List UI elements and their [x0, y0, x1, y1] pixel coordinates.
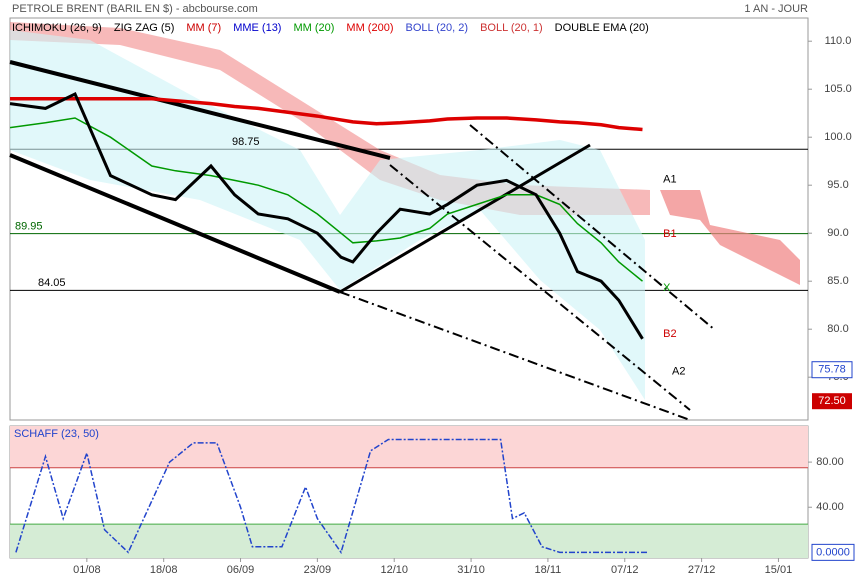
legend-entry: BOLL (20, 1) [480, 22, 543, 34]
channel-line [389, 164, 691, 411]
trend-line [9, 153, 341, 294]
x-tick-label: 01/08 [73, 564, 101, 576]
trend-line [9, 60, 391, 160]
channel-line [469, 124, 716, 331]
chart-title: PETROLE BRENT (BARIL EN $) - abcbourse.c… [12, 3, 258, 15]
schaff-line [15, 438, 649, 555]
y-tick-label: 85.0 [827, 275, 848, 287]
x-tick-label: 23/09 [304, 564, 332, 576]
level-label: 84.05 [38, 277, 66, 289]
y-tick-label: 95.0 [827, 179, 848, 191]
period: 1 AN - JOUR [744, 3, 808, 15]
wave-label: A2 [672, 365, 685, 377]
price-box [811, 361, 853, 379]
legend-entry: MM (200) [346, 22, 393, 34]
x-tick-label: 18/11 [535, 564, 562, 576]
channel-line [339, 291, 691, 421]
legend-entry: BOLL (20, 2) [405, 22, 468, 34]
y-tick-label: 90.0 [827, 227, 848, 239]
target-label: 72.50 [818, 395, 846, 407]
legend-entry: DOUBLE EMA (20) [555, 22, 649, 34]
wave-label: B2 [663, 328, 676, 340]
ichimoku-cloud-future [660, 190, 800, 285]
legend-entry: ZIG ZAG (5) [114, 22, 175, 34]
legend-entry: MM (7) [186, 22, 221, 34]
x-tick-label: 27/12 [688, 564, 716, 576]
value-box [811, 543, 855, 561]
y-tick-label: 80.00 [816, 456, 844, 468]
y-tick-label: 100.0 [824, 131, 852, 143]
x-tick-label: 06/09 [227, 564, 255, 576]
bollinger-band [10, 30, 645, 400]
series-line [10, 97, 643, 132]
legend-entry: MM (20) [293, 22, 334, 34]
wave-label: A1 [663, 173, 676, 185]
y-tick-label: 105.0 [824, 83, 852, 95]
trend-line [339, 143, 591, 294]
y-tick-label: 40.00 [816, 501, 844, 513]
legend-entry: MME (13) [233, 22, 281, 34]
x-tick-label: 12/10 [380, 564, 408, 576]
y-tick-label: 110.0 [825, 35, 852, 47]
legend-entry: ICHIMOKU (26, 9) [12, 22, 102, 34]
level-label: 98.75 [232, 136, 260, 148]
target-box [812, 393, 852, 410]
series-line [9, 91, 644, 340]
level-label: 89.95 [15, 221, 43, 233]
series-line [9, 117, 643, 282]
panel-title: SCHAFF (23, 50) [14, 428, 99, 440]
wave-label: B1 [663, 228, 676, 240]
x-tick-label: 07/12 [611, 564, 639, 576]
x-tick-label: 31/10 [457, 564, 485, 576]
oversold-zone [10, 524, 808, 558]
x-tick-label: 18/08 [150, 564, 178, 576]
price-label: 75.78 [818, 364, 846, 376]
value-label: 0.0000 [816, 546, 850, 558]
overbought-zone [10, 426, 808, 468]
y-tick-label: 80.0 [827, 323, 848, 335]
wave-label: X [663, 282, 671, 294]
x-tick-label: 15/01 [765, 564, 793, 576]
